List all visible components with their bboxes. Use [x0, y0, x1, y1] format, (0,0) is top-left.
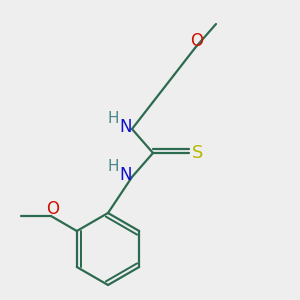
Text: H: H	[108, 159, 119, 174]
Text: N: N	[119, 167, 132, 184]
Text: H: H	[108, 111, 119, 126]
Text: O: O	[46, 200, 59, 217]
Text: N: N	[119, 118, 132, 136]
Text: O: O	[190, 32, 203, 50]
Text: S: S	[192, 144, 203, 162]
